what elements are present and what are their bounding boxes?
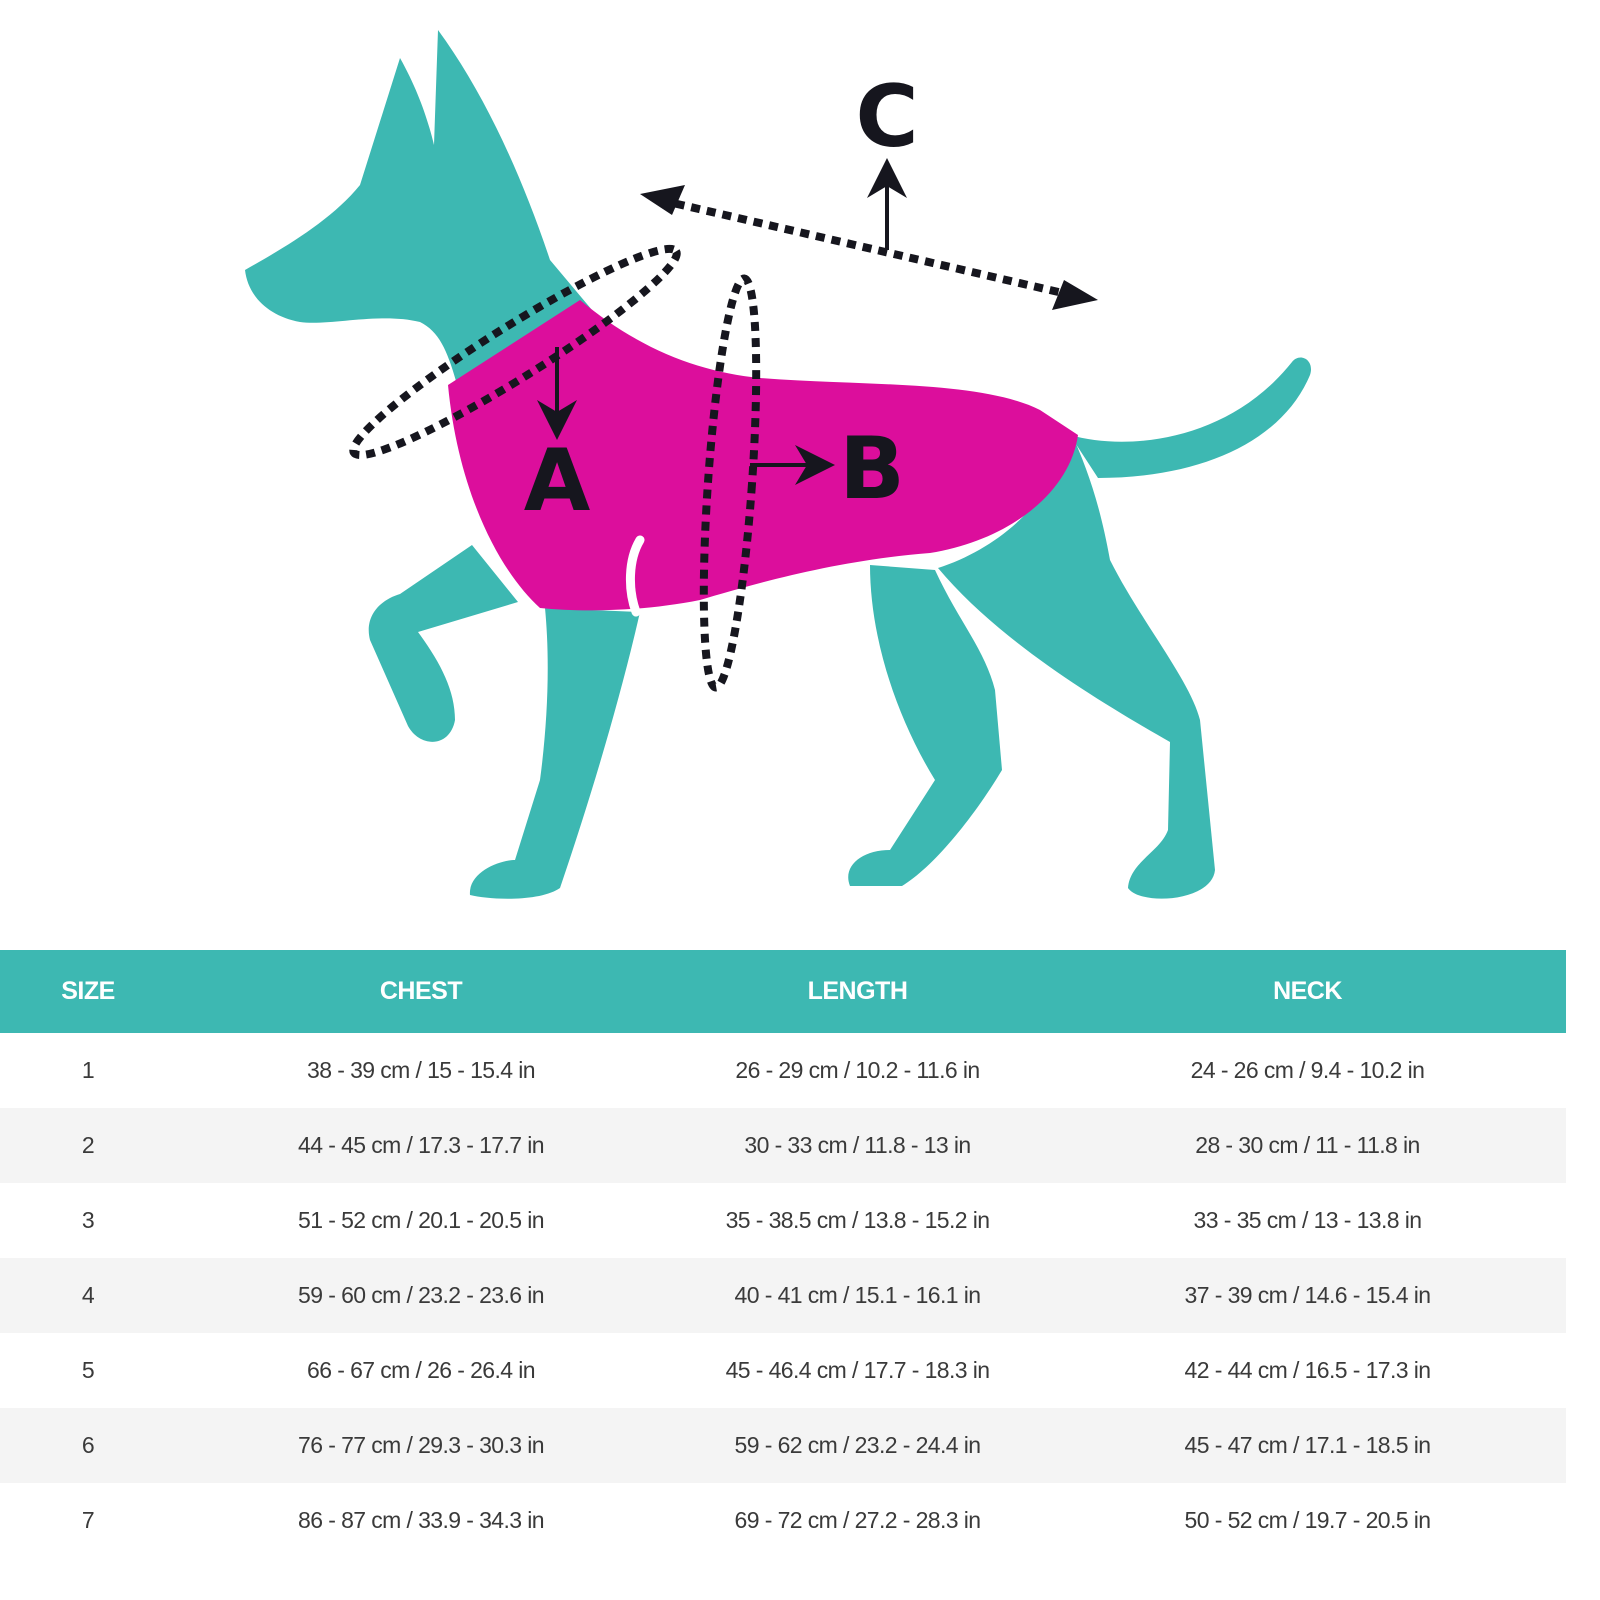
measurement-lines: [349, 158, 1098, 692]
length-arrow-left: [640, 185, 685, 215]
cell-length: 69 - 72 cm / 27.2 - 28.3 in: [734, 1507, 981, 1533]
cell-chest: 66 - 67 cm / 26 - 26.4 in: [307, 1357, 536, 1383]
dog-silhouette: [245, 30, 1311, 899]
label-a: A: [524, 431, 591, 531]
cell-neck: 50 - 52 cm / 19.7 - 20.5 in: [1184, 1507, 1431, 1533]
cell-size: 4: [0, 1258, 176, 1333]
chest-measure-loop: [699, 274, 761, 692]
cell-size: 7: [81, 1507, 95, 1533]
cell-neck: 37 - 39 cm / 14.6 - 15.4 in: [1049, 1258, 1566, 1333]
table-row: 1 38 - 39 cm / 15 - 15.4 in 26 - 29 cm / 1…: [0, 1033, 1566, 1108]
cell-length: 35 - 38.5 cm / 13.8 - 15.2 in: [725, 1207, 990, 1233]
cell-length: 59 - 62 cm / 23.2 - 24.4 in: [666, 1408, 1049, 1483]
cell-size: 1: [81, 1057, 95, 1083]
coat-leg-gap: [625, 535, 645, 617]
cell-neck: 45 - 47 cm / 17.1 - 18.5 in: [1049, 1408, 1566, 1483]
table-row: 7 86 - 87 cm / 33.9 - 34.3 in 69 - 72 cm /…: [0, 1483, 1566, 1558]
dog-measurement-illustration: A B C: [245, 30, 1311, 899]
dog-rear-leg: [848, 565, 1002, 886]
table-row: 5 66 - 67 cm / 26 - 26.4 in 45 - 46.4 cm /…: [0, 1333, 1566, 1408]
cell-chest: 76 - 77 cm / 29.3 - 30.3 in: [176, 1408, 666, 1483]
header-neck: NECK: [1049, 950, 1566, 1033]
length-arrow-right: [1052, 280, 1098, 310]
cell-neck: 33 - 35 cm / 13 - 13.8 in: [1193, 1207, 1423, 1233]
cell-chest: 59 - 60 cm / 23.2 - 23.6 in: [176, 1258, 666, 1333]
table-header-row: SIZE CHEST LENGTH NECK: [0, 950, 1566, 1033]
header-chest: CHEST: [176, 950, 666, 1033]
cell-length: 45 - 46.4 cm / 17.7 - 18.3 in: [725, 1357, 990, 1383]
table-row: 4 59 - 60 cm / 23.2 - 23.6 in 40 - 41 cm /…: [0, 1258, 1566, 1333]
cell-length: 30 - 33 cm / 11.8 - 13 in: [666, 1108, 1049, 1183]
header-size: SIZE: [0, 950, 176, 1033]
dog-front-leg: [469, 608, 640, 899]
dog-coat: [448, 300, 1078, 611]
cell-size: 5: [81, 1357, 95, 1383]
cell-chest: 86 - 87 cm / 33.9 - 34.3 in: [298, 1507, 544, 1533]
header-length: LENGTH: [666, 950, 1049, 1033]
cell-length: 40 - 41 cm / 15.1 - 16.1 in: [666, 1258, 1049, 1333]
neck-measure-loop: [349, 244, 681, 460]
cell-chest: 44 - 45 cm / 17.3 - 17.7 in: [176, 1108, 666, 1183]
cell-neck: 24 - 26 cm / 9.4 - 10.2 in: [1190, 1057, 1425, 1083]
cell-chest: 38 - 39 cm / 15 - 15.4 in: [307, 1057, 536, 1083]
dog-tail: [1070, 357, 1311, 478]
label-c: C: [855, 67, 918, 167]
cell-size: 2: [0, 1108, 176, 1183]
size-chart-table: SIZE CHEST LENGTH NECK 1 38 - 39 cm / 15 …: [0, 950, 1566, 1558]
cell-size: 3: [81, 1207, 95, 1233]
table-row: 2 44 - 45 cm / 17.3 - 17.7 in 30 - 33 cm /…: [0, 1108, 1566, 1183]
dog-head: [245, 30, 592, 388]
table-row: 6 76 - 77 cm / 29.3 - 30.3 in 59 - 62 cm /…: [0, 1408, 1566, 1483]
cell-length: 26 - 29 cm / 10.2 - 11.6 in: [735, 1057, 980, 1083]
table-row: 3 51 - 52 cm / 20.1 - 20.5 in 35 - 38.5 cm…: [0, 1183, 1566, 1258]
cell-chest: 51 - 52 cm / 20.1 - 20.5 in: [298, 1207, 544, 1233]
length-measure-line: [659, 196, 1081, 301]
dog-raised-leg: [368, 545, 518, 742]
cell-neck: 28 - 30 cm / 11 - 11.8 in: [1049, 1108, 1566, 1183]
dog-hind-leg: [938, 430, 1215, 899]
cell-size: 6: [0, 1408, 176, 1483]
cell-neck: 42 - 44 cm / 16.5 - 17.3 in: [1184, 1357, 1431, 1383]
label-b: B: [839, 419, 905, 519]
